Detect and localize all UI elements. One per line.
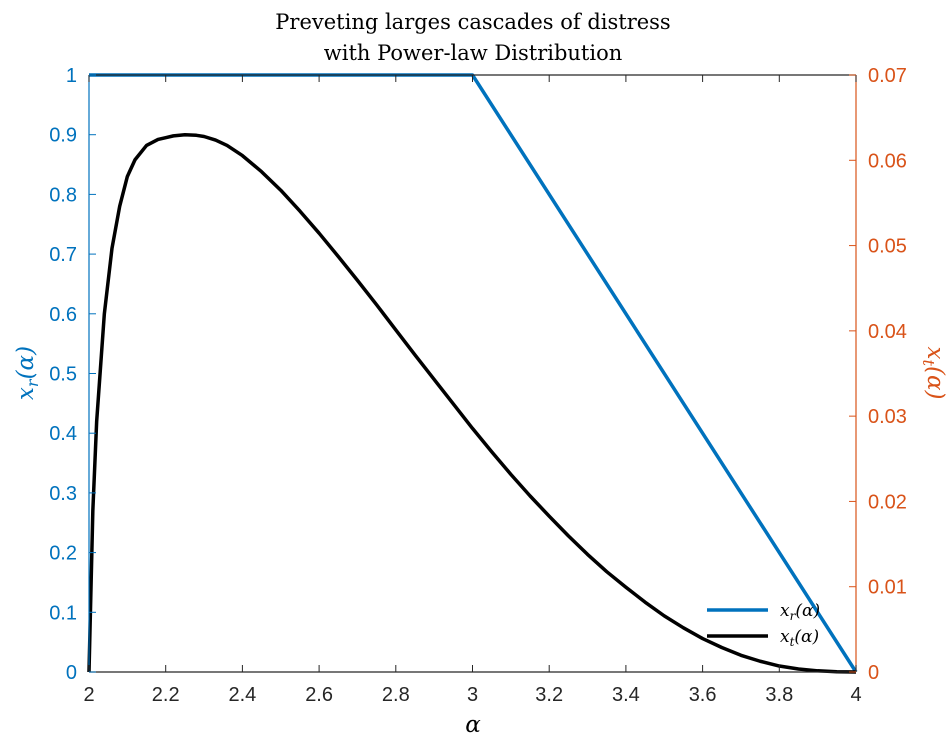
x-tick-label: 2.6 — [305, 684, 333, 706]
y-right-tick-label: 0.03 — [868, 406, 907, 428]
y-left-tick-label: 1 — [66, 65, 77, 87]
y-left-axis-label-group: xr(α) — [13, 346, 42, 400]
y-right-tick-label: 0.06 — [868, 150, 907, 172]
x-axis-label: α — [465, 712, 481, 738]
x-tick-label: 3.6 — [689, 684, 717, 706]
y-right-tick-label: 0.01 — [868, 577, 907, 599]
chart-title-line-2: with Power-law Distribution — [324, 41, 623, 65]
y-right-tick-label: 0 — [868, 662, 879, 684]
y-left-axis-label: xr(α) — [13, 346, 42, 400]
legend-label-xr: xr(α) — [780, 601, 820, 623]
y-right-tick-label: 0.02 — [868, 491, 907, 513]
x-tick-label: 3 — [467, 684, 478, 706]
y-left-tick-label: 0.6 — [49, 304, 77, 326]
y-right-tick-label: 0.04 — [868, 321, 907, 343]
x-tick-label: 4 — [850, 684, 861, 706]
x-tick-label: 3.2 — [535, 684, 563, 706]
axes: 2 2.2 2.4 2.6 2.8 3 3.2 3.4 3.6 3.8 400.10.20.30.4… — [49, 65, 907, 706]
y-left-tick-label: 0.3 — [49, 483, 77, 505]
legend-label-xt: xt(α) — [780, 627, 819, 649]
series-line-xt — [87, 132, 857, 674]
x-tick-label: 2.4 — [228, 684, 256, 706]
y-left-tick-label: 0.2 — [49, 543, 77, 565]
x-tick-label: 2.2 — [152, 684, 180, 706]
y-right-tick-label: 0.07 — [868, 65, 907, 87]
x-tick-label: 3.8 — [765, 684, 793, 706]
y-left-tick-label: 0.4 — [49, 423, 77, 445]
x-tick-label: 2 — [83, 684, 94, 706]
y-right-axis-label: xt(α) — [919, 347, 948, 400]
plot-area — [89, 75, 856, 672]
x-tick-label: 3.4 — [612, 684, 640, 706]
y-left-tick-label: 0.1 — [49, 602, 77, 624]
y-left-tick-label: 0.9 — [49, 125, 77, 147]
y-left-tick-label: 0.8 — [49, 184, 77, 206]
y-left-tick-label: 0.7 — [49, 244, 77, 266]
y-left-tick-label: 0 — [66, 662, 77, 684]
y-left-tick-label: 0.5 — [49, 364, 77, 386]
y-right-tick-label: 0.05 — [868, 236, 907, 258]
chart-title-line-1: Preveting larges cascades of distress — [275, 10, 670, 34]
y-right-axis-label-group: xt(α) — [919, 347, 948, 400]
x-tick-label: 2.8 — [382, 684, 410, 706]
